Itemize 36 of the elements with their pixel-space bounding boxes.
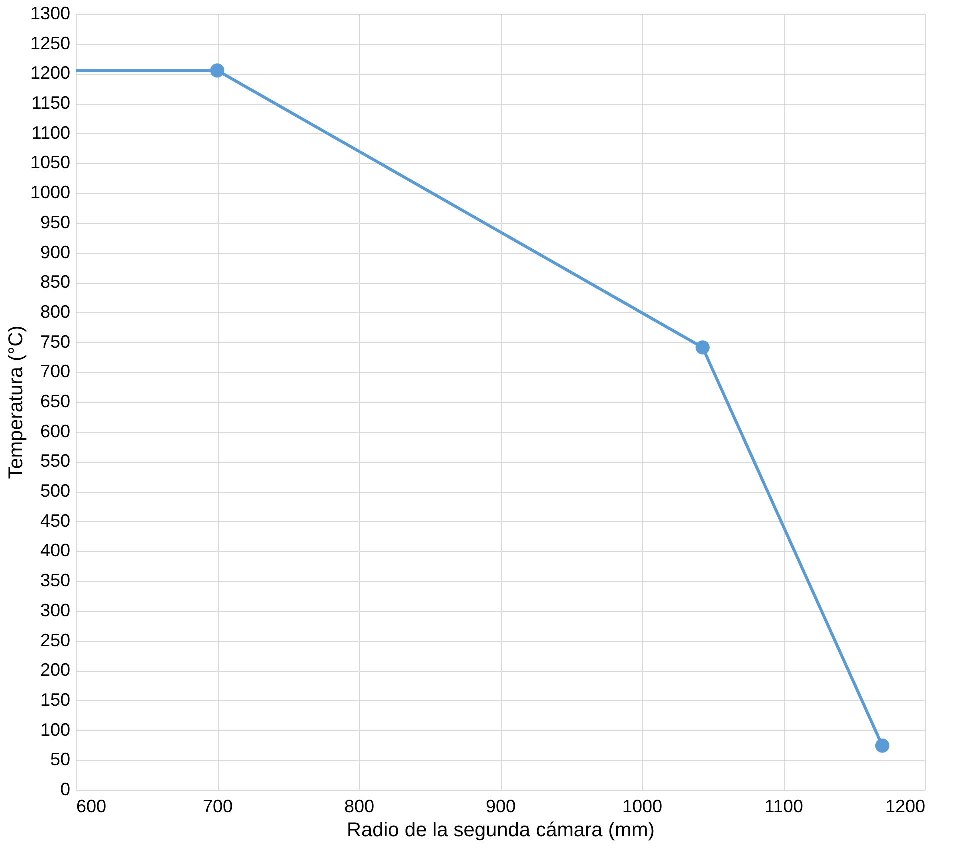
y-tick-label: 300 bbox=[40, 600, 70, 620]
x-tick-label: 600 bbox=[76, 796, 107, 816]
y-tick-label: 250 bbox=[40, 630, 70, 650]
y-axis-title: Temperatura (°C) bbox=[5, 326, 28, 480]
x-tick-label: 700 bbox=[202, 796, 234, 816]
y-tick-label: 100 bbox=[40, 720, 70, 740]
x-tick-label: 1200 bbox=[885, 796, 926, 816]
y-tick-label: 450 bbox=[40, 510, 70, 531]
y-tick-label: 900 bbox=[40, 242, 70, 262]
y-tick-label: 950 bbox=[40, 212, 70, 232]
y-tick-label: 400 bbox=[40, 540, 70, 561]
y-tick-label: 350 bbox=[40, 570, 70, 591]
x-axis-title: Radio de la segunda cámara (mm) bbox=[347, 820, 655, 842]
y-tick-label: 0 bbox=[60, 780, 70, 800]
y-tick-label: 1300 bbox=[30, 4, 70, 24]
y-tick-label: 1200 bbox=[30, 63, 70, 84]
y-tick-label: 600 bbox=[40, 421, 70, 442]
y-tick-label: 550 bbox=[40, 451, 70, 472]
y-tick-label: 1100 bbox=[32, 122, 70, 143]
y-tick-label: 1050 bbox=[30, 152, 70, 173]
y-tick-label: 700 bbox=[40, 362, 70, 382]
y-tick-label: 1150 bbox=[32, 93, 70, 114]
y-tick-label: 850 bbox=[40, 272, 70, 292]
y-tick-label: 150 bbox=[40, 690, 70, 710]
y-tick-label: 1000 bbox=[30, 182, 70, 203]
x-tick-label: 900 bbox=[486, 796, 516, 816]
y-tick-label: 500 bbox=[40, 481, 70, 502]
x-tick-label: 800 bbox=[344, 796, 375, 816]
x-tick-label: 1000 bbox=[622, 796, 663, 816]
x-tick-label: 1100 bbox=[764, 796, 804, 816]
y-tick-label: 1250 bbox=[30, 33, 70, 54]
y-tick-label: 800 bbox=[40, 302, 70, 322]
y-tick-label: 200 bbox=[40, 660, 70, 680]
y-tick-label: 750 bbox=[40, 332, 70, 352]
y-tick-label: 650 bbox=[40, 392, 70, 412]
y-tick-label: 50 bbox=[50, 750, 70, 770]
